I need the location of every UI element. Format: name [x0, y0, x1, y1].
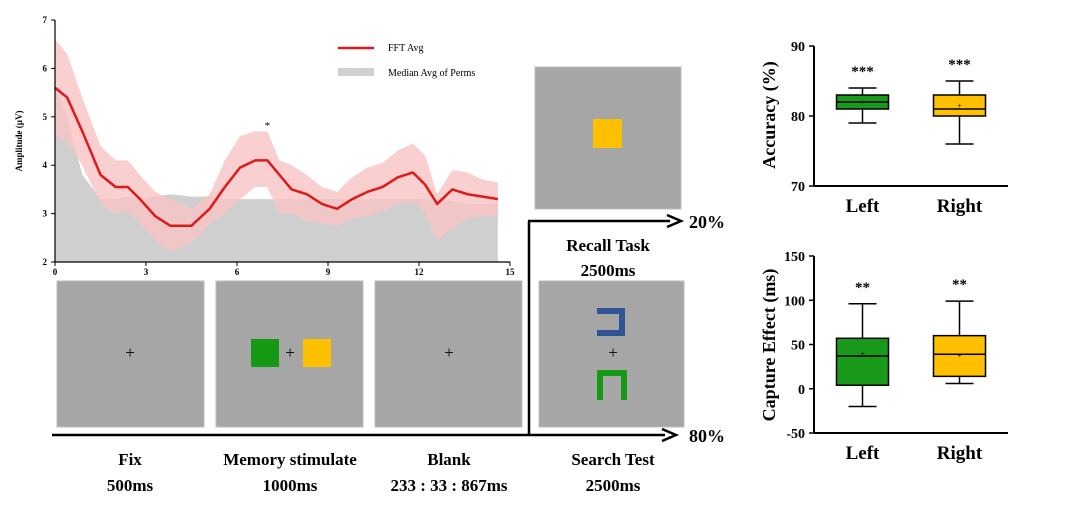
fix-cross: +	[125, 343, 135, 362]
fft-significance-marker: *	[265, 120, 271, 132]
blank-duration: 233 : 33 : 867ms	[390, 476, 507, 495]
capture-category-label: Right	[937, 443, 983, 464]
fft-x-tick-label: 15	[506, 267, 516, 277]
fft-y-axis-label: Amplitude (µV)	[14, 111, 24, 172]
accuracy-mean-marker: +	[860, 98, 865, 107]
capture-category-label: Left	[846, 443, 880, 464]
capture-box-right	[932, 334, 987, 378]
recall-yellow-square	[593, 119, 622, 148]
fft-plot-area	[54, 39, 499, 262]
capture-y-axis-label: Capture Effect (ms)	[759, 269, 780, 422]
fft-x-tick-label: 0	[53, 267, 58, 277]
accuracy-significance: ***	[948, 57, 971, 73]
branch-arrowhead	[666, 213, 685, 229]
memory-cross: +	[285, 343, 295, 362]
legend-perm-swatch	[338, 68, 374, 76]
capture-box-left	[835, 337, 890, 386]
fft-y-tick-label: 2	[43, 257, 48, 267]
accuracy-significance: ***	[851, 64, 874, 80]
capture-significance: **	[855, 280, 870, 296]
search-screen	[538, 280, 685, 428]
blank-label: Blank	[427, 450, 471, 469]
accuracy-y-axis-label: Accuracy (%)	[759, 61, 780, 168]
capture-significance: **	[952, 277, 967, 293]
capture-y-tick-label: 100	[784, 294, 805, 309]
accuracy-y-tick-label: 80	[791, 110, 805, 125]
capture-chart: -50 0 50 100 150 + ** Left + ** Right Capture Effe…	[759, 250, 1008, 464]
fft-y-tick-label: 7	[43, 15, 48, 25]
legend-fft-label: FFT Avg	[388, 43, 423, 54]
fix-screen	[56, 280, 205, 428]
legend-perm-label: Median Avg of Perms	[388, 68, 475, 79]
search-blue-frame	[597, 308, 625, 336]
blank-screen	[374, 280, 523, 428]
capture-plot-area: -50 0 50 100 150 + ** Left + ** Right	[784, 250, 1008, 464]
memory-label: Memory stimulate	[223, 450, 357, 469]
fix-label: Fix	[118, 450, 142, 469]
capture-y-tick-label: -50	[786, 427, 805, 442]
fft-y-tick-label: 5	[43, 112, 48, 122]
recall-percentage: 20%	[689, 212, 725, 232]
accuracy-plot-area: 70 80 90 + *** Left + *** Right	[791, 40, 1008, 217]
capture-y-tick-label: 0	[798, 383, 805, 398]
search-green-frame	[597, 370, 627, 400]
accuracy-category-label: Left	[846, 196, 880, 217]
search-duration: 2500ms	[586, 476, 641, 495]
fft-x-tick-label: 3	[144, 267, 149, 277]
accuracy-box-right	[932, 94, 987, 117]
memory-screen	[215, 280, 364, 428]
capture-mean-marker: +	[860, 349, 865, 358]
capture-mean-marker: +	[957, 351, 962, 360]
search-percentage: 80%	[689, 426, 725, 446]
accuracy-category-label: Right	[937, 196, 983, 217]
accuracy-chart: 70 80 90 + *** Left + *** Right Accuracy (%)	[759, 40, 1008, 217]
search-cross: +	[608, 343, 618, 362]
accuracy-y-tick-label: 90	[791, 40, 805, 55]
fft-avg-line	[54, 86, 499, 227]
fft-x-tick-label: 6	[235, 267, 240, 277]
memory-duration: 1000ms	[263, 476, 318, 495]
fft-x-tick-label: 12	[415, 267, 425, 277]
fft-ticks: 0 3 6 9 12 15 2 3 4 5 6 7	[43, 15, 516, 277]
paradigm: + + + + 20% 80% Recall Task 2500ms Fix 5…	[52, 66, 725, 495]
fft-confidence-band	[55, 39, 498, 253]
fft-x-tick-label: 9	[326, 267, 331, 277]
memory-green-square	[251, 339, 279, 367]
fix-duration: 500ms	[107, 476, 154, 495]
memory-yellow-square	[303, 339, 331, 367]
blank-cross: +	[444, 343, 454, 362]
recall-label: Recall Task	[566, 236, 650, 255]
accuracy-mean-marker: +	[957, 102, 962, 111]
capture-y-tick-label: 150	[784, 250, 805, 265]
recall-duration: 2500ms	[581, 261, 636, 280]
fft-y-tick-label: 6	[43, 63, 48, 73]
fft-y-tick-label: 3	[43, 209, 48, 219]
accuracy-y-tick-label: 70	[791, 180, 805, 195]
fft-y-tick-label: 4	[43, 160, 48, 170]
capture-y-tick-label: 50	[791, 339, 805, 354]
timeline-arrowhead	[661, 427, 680, 443]
search-label: Search Test	[571, 450, 655, 469]
